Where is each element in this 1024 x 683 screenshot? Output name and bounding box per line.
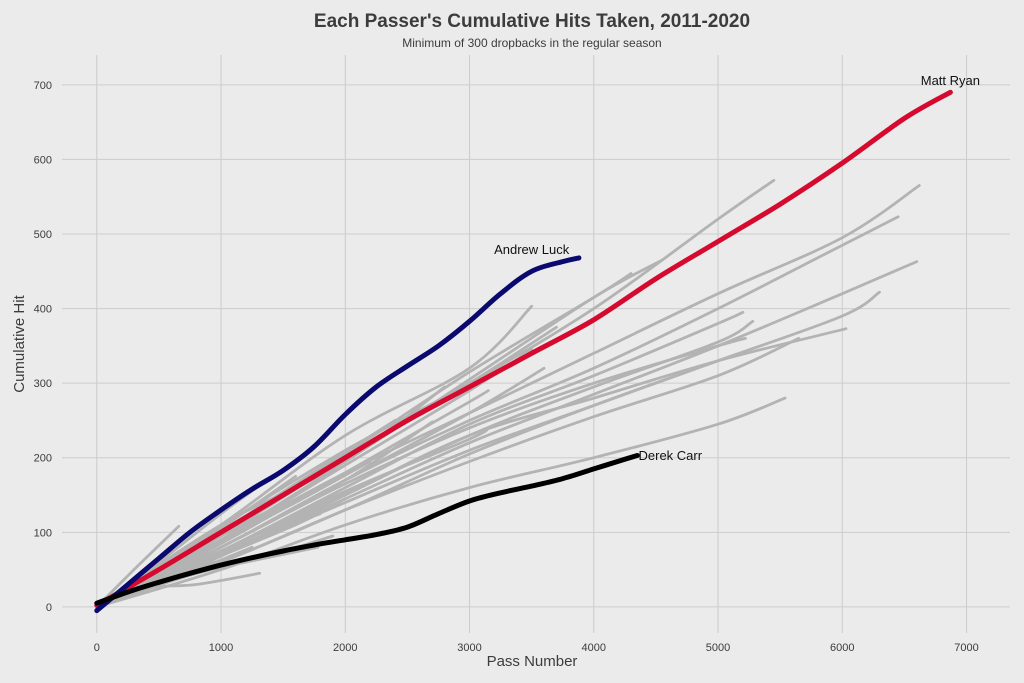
background-series-line bbox=[95, 396, 787, 609]
derek-carr-series-line bbox=[94, 453, 640, 606]
chart-subtitle: Minimum of 300 dropbacks in the regular … bbox=[402, 36, 661, 50]
x-tick-label: 3000 bbox=[457, 642, 481, 654]
y-tick-label: 500 bbox=[34, 229, 52, 241]
y-tick-label: 600 bbox=[34, 154, 52, 166]
matt-ryan-label: Matt Ryan bbox=[921, 73, 980, 88]
y-tick-label: 400 bbox=[34, 304, 52, 316]
background-series-line bbox=[95, 351, 745, 609]
y-tick-label: 700 bbox=[34, 80, 52, 92]
y-axis-title: Cumulative Hit bbox=[11, 294, 28, 392]
andrew-luck-label: Andrew Luck bbox=[494, 242, 570, 257]
derek-carr-label: Derek Carr bbox=[639, 448, 703, 463]
x-tick-label: 1000 bbox=[209, 642, 233, 654]
x-tick-label: 2000 bbox=[333, 642, 357, 654]
x-tick-label: 6000 bbox=[830, 642, 854, 654]
x-tick-label: 7000 bbox=[954, 642, 978, 654]
y-tick-label: 200 bbox=[34, 453, 52, 465]
y-tick-label: 0 bbox=[46, 602, 52, 614]
x-axis-title: Pass Number bbox=[487, 653, 578, 670]
background-series-line bbox=[95, 366, 546, 609]
highlighted-series-group bbox=[94, 89, 953, 614]
tick-labels: 0 1000 2000 3000 4000 5000 6000 7000 0 100 200 300 4… bbox=[34, 80, 979, 654]
x-tick-label: 5000 bbox=[706, 642, 730, 654]
y-tick-label: 300 bbox=[34, 378, 52, 390]
andrew-luck-series-line bbox=[94, 255, 582, 614]
matt-ryan-series-line bbox=[94, 89, 953, 608]
y-tick-label: 100 bbox=[34, 527, 52, 539]
chart-title: Each Passer's Cumulative Hits Taken, 201… bbox=[314, 11, 750, 32]
grid bbox=[62, 55, 1010, 633]
x-tick-label: 4000 bbox=[582, 642, 606, 654]
series-annotations: Matt Ryan Andrew Luck Derek Carr bbox=[494, 73, 980, 463]
x-tick-label: 0 bbox=[94, 642, 100, 654]
